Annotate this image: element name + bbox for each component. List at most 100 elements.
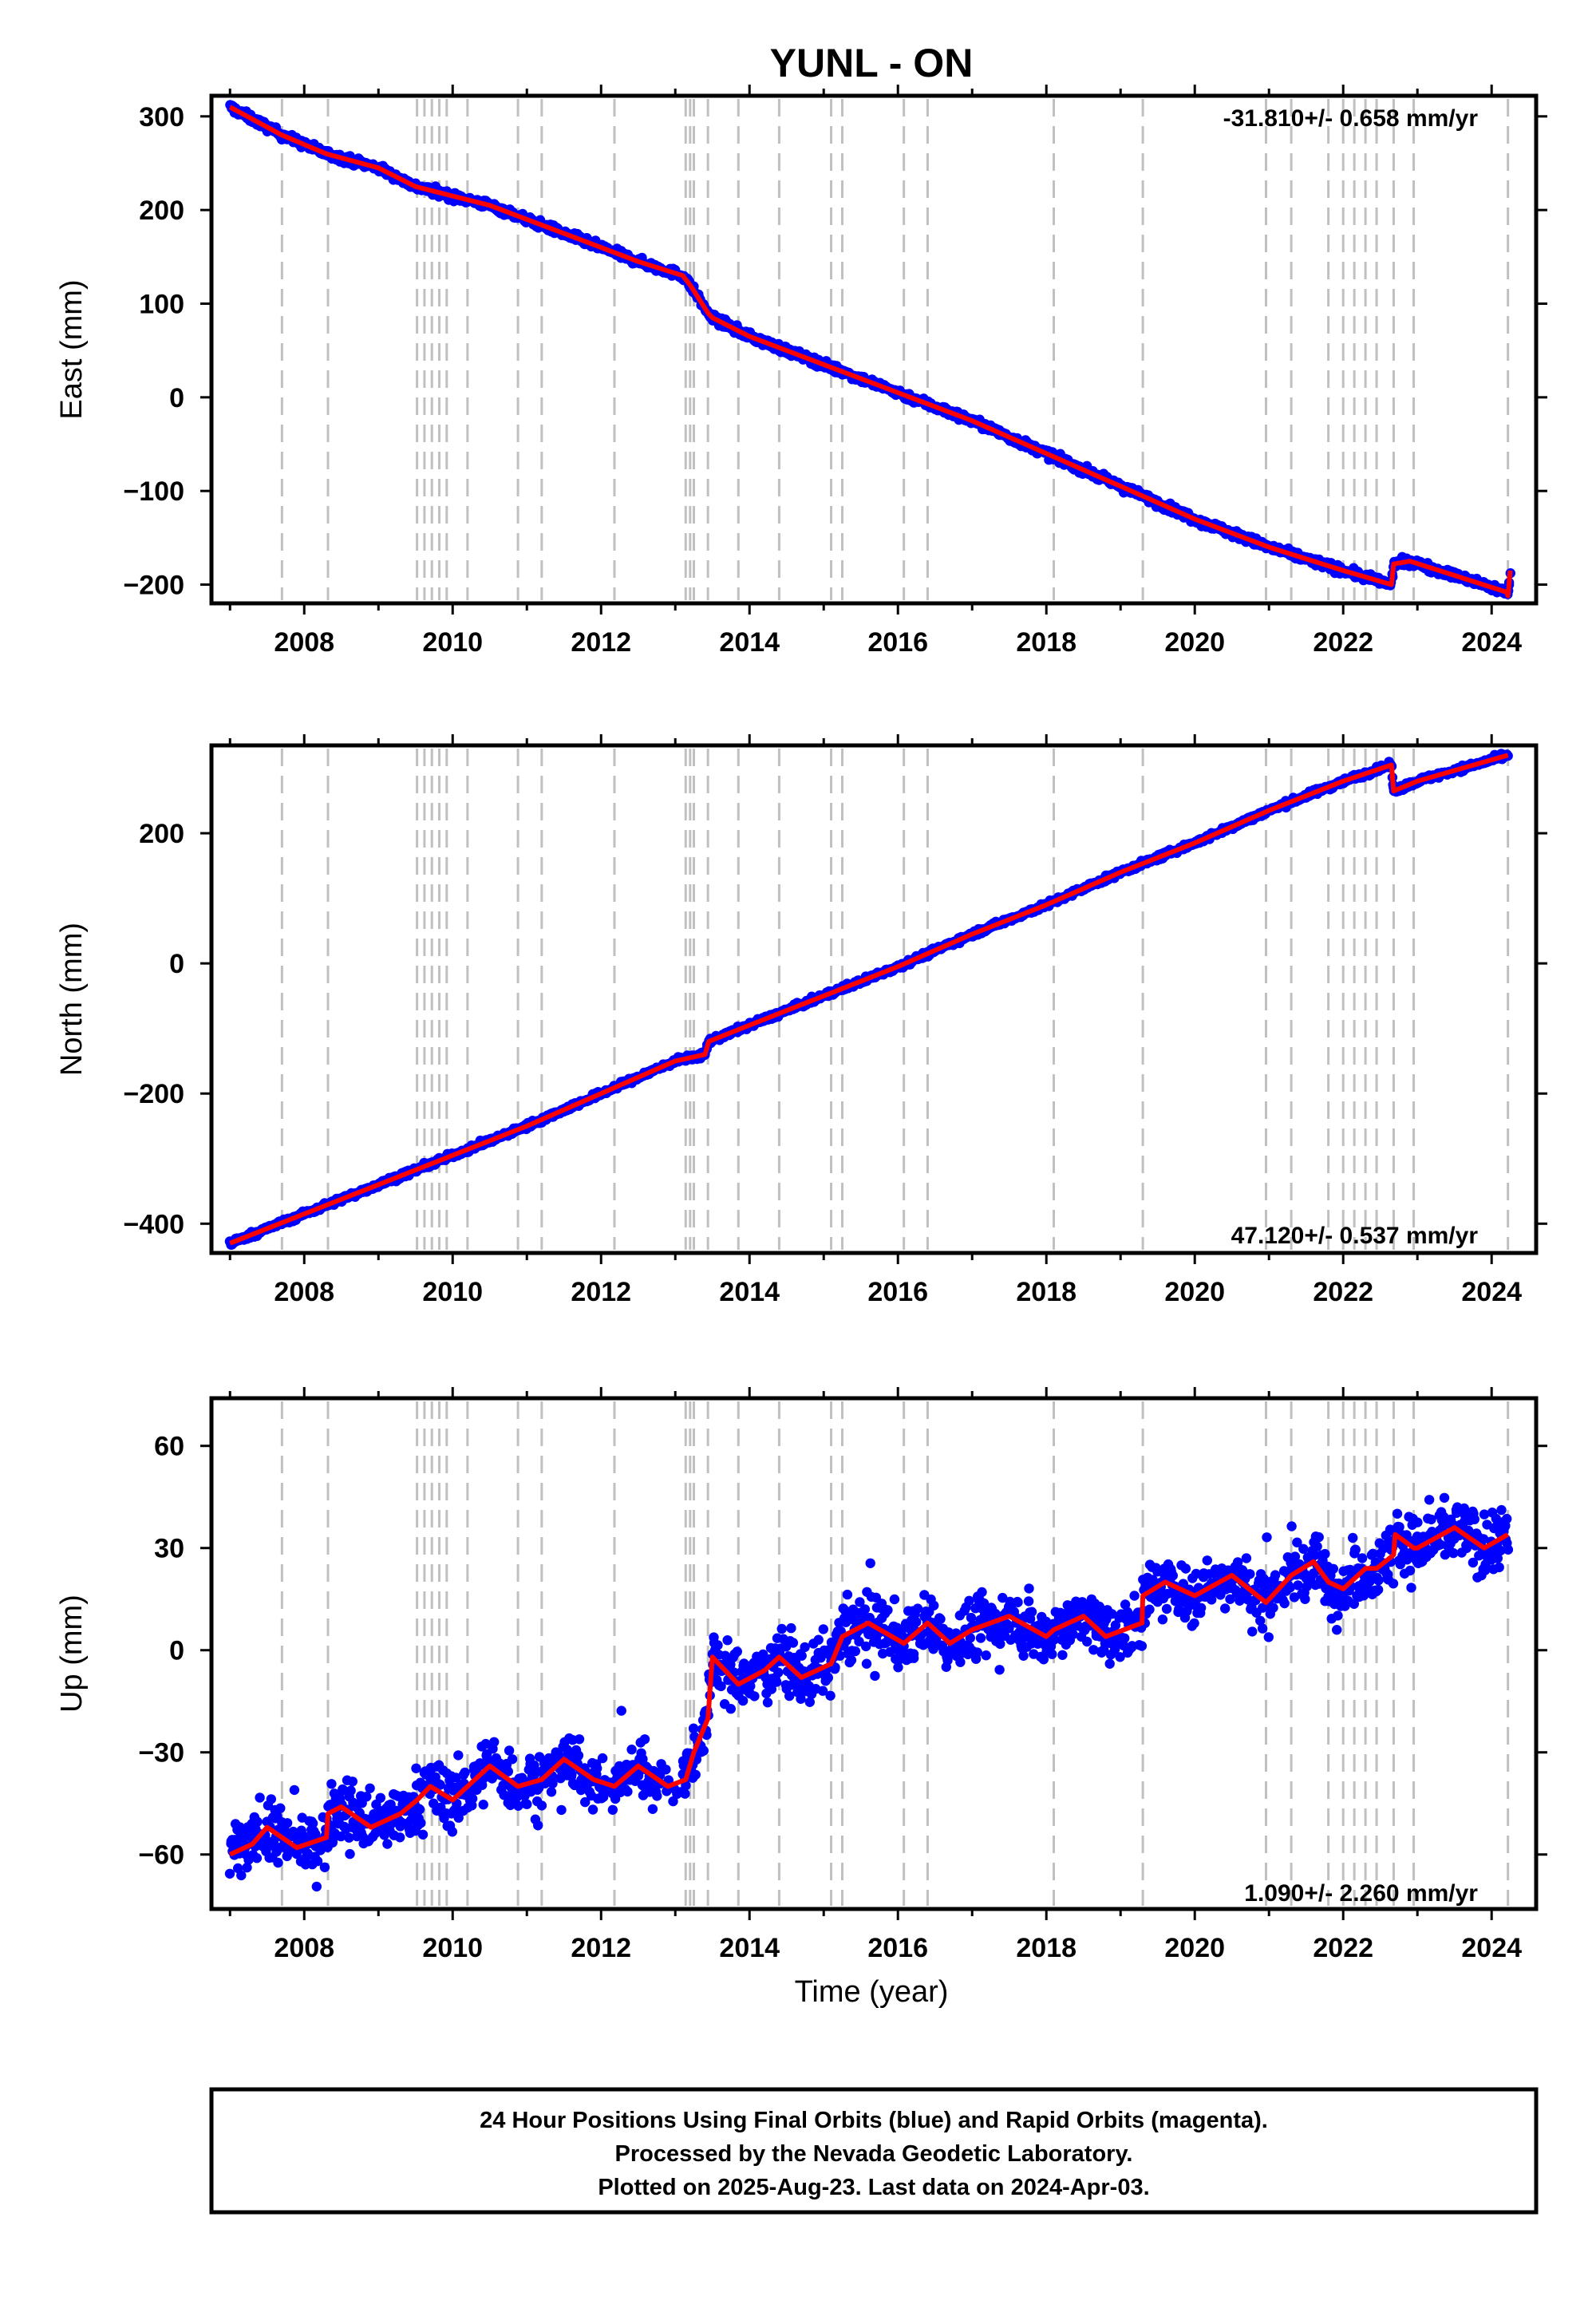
observation-point — [224, 1868, 235, 1879]
observation-point — [375, 1792, 385, 1803]
y-tick-label: 0 — [169, 949, 184, 979]
observation-point — [955, 1657, 966, 1667]
north-y-axis-label: North (mm) — [55, 923, 89, 1076]
x-tick-label: 2014 — [719, 1277, 780, 1307]
x-tick-label: 2010 — [422, 1277, 483, 1307]
east-rate-label: -31.810+/- 0.658 mm/yr — [1223, 105, 1479, 132]
observation-point — [981, 1650, 991, 1661]
observation-point — [1018, 1650, 1029, 1661]
observation-point — [1057, 1650, 1068, 1660]
observation-point — [1047, 1649, 1057, 1659]
chart-title: YUNL - ON — [770, 41, 974, 85]
observation-point — [411, 1763, 421, 1773]
x-tick-label: 2012 — [571, 627, 631, 658]
observation-point — [977, 1587, 987, 1598]
observation-point — [567, 1769, 577, 1780]
observation-point — [749, 1691, 760, 1701]
observation-point — [453, 1750, 464, 1761]
observation-point — [975, 1633, 986, 1643]
observation-point — [908, 1653, 919, 1663]
observation-point — [772, 1677, 782, 1687]
observation-point — [737, 1695, 749, 1706]
y-tick-label: 0 — [169, 383, 184, 413]
x-tick-label: 2016 — [867, 627, 928, 658]
x-tick-label: 2016 — [867, 1277, 928, 1307]
observation-point — [1026, 1607, 1037, 1617]
east-plot-frame — [209, 93, 1539, 606]
observation-point — [935, 1614, 946, 1625]
y-tick-label: −100 — [123, 476, 184, 507]
observation-point — [861, 1658, 872, 1669]
east-panel: 2008 2010 2012 2014 2016 2018 2020 2022 20243002… — [55, 85, 1547, 658]
observation-point — [460, 1767, 470, 1778]
observation-point — [652, 1791, 662, 1801]
x-tick-label: 2020 — [1164, 1277, 1225, 1307]
y-tick-label: −200 — [123, 571, 184, 601]
observation-point — [972, 1647, 983, 1658]
observation-point — [1023, 1596, 1034, 1607]
observation-point — [647, 1804, 658, 1814]
observation-point — [850, 1646, 861, 1657]
observation-point — [762, 1697, 773, 1708]
observation-point — [870, 1670, 880, 1682]
observation-point — [536, 1800, 547, 1811]
observation-point — [273, 1857, 283, 1868]
observation-point — [597, 1753, 608, 1764]
east-model-line — [228, 105, 1513, 599]
observation-point — [326, 1779, 337, 1789]
observation-point — [587, 1804, 598, 1815]
x-tick-label: 2018 — [1016, 627, 1077, 658]
observation-point — [622, 1786, 633, 1797]
observation-point — [846, 1655, 857, 1666]
observation-point — [467, 1793, 478, 1804]
x-tick-label: 2018 — [1016, 1277, 1077, 1307]
observation-point — [859, 1604, 871, 1614]
observation-point — [616, 1705, 626, 1716]
observation-point — [266, 1794, 276, 1804]
observation-point — [1024, 1583, 1034, 1594]
observation-point — [788, 1638, 799, 1648]
observation-point — [395, 1832, 405, 1843]
observation-point — [574, 1734, 585, 1745]
observation-point — [911, 1617, 922, 1627]
observation-point — [319, 1862, 330, 1872]
observation-point — [522, 1799, 532, 1809]
observation-point — [776, 1623, 787, 1634]
x-tick-label: 2010 — [422, 627, 483, 658]
north-panel: 2008 2010 2012 2014 2016 2018 2020 2022 20242000… — [55, 734, 1547, 1307]
observation-point — [504, 1745, 515, 1756]
observation-point — [416, 1818, 426, 1828]
observation-point — [507, 1754, 518, 1765]
observation-point — [865, 1558, 875, 1569]
y-tick-label: 300 — [139, 102, 184, 132]
observation-point — [556, 1804, 567, 1816]
observation-point — [347, 1777, 358, 1787]
observation-point — [382, 1839, 393, 1849]
x-tick-label: 2014 — [719, 627, 780, 658]
observation-point — [842, 1589, 853, 1600]
observation-point — [533, 1820, 543, 1831]
observation-point — [800, 1642, 810, 1653]
observation-point — [345, 1848, 355, 1860]
observation-point — [713, 1640, 723, 1650]
observation-point — [773, 1667, 784, 1678]
observation-point — [289, 1784, 300, 1796]
observation-point — [688, 1723, 699, 1733]
x-tick-label: 2024 — [1461, 627, 1522, 658]
observation-point — [255, 1792, 265, 1803]
observation-point — [346, 1785, 356, 1796]
observation-point — [732, 1646, 742, 1657]
y-tick-label: 100 — [139, 290, 184, 320]
observation-point — [818, 1624, 829, 1634]
observation-point — [573, 1750, 584, 1761]
observation-point — [546, 1787, 557, 1797]
x-tick-label: 2024 — [1461, 1277, 1522, 1307]
observation-point — [607, 1804, 618, 1815]
observation-point — [478, 1800, 488, 1810]
north-rate-label: 47.120+/- 0.537 mm/yr — [1231, 1223, 1479, 1249]
observation-point — [722, 1635, 733, 1646]
observation-point — [796, 1650, 807, 1661]
x-tick-label: 2012 — [571, 1277, 631, 1307]
